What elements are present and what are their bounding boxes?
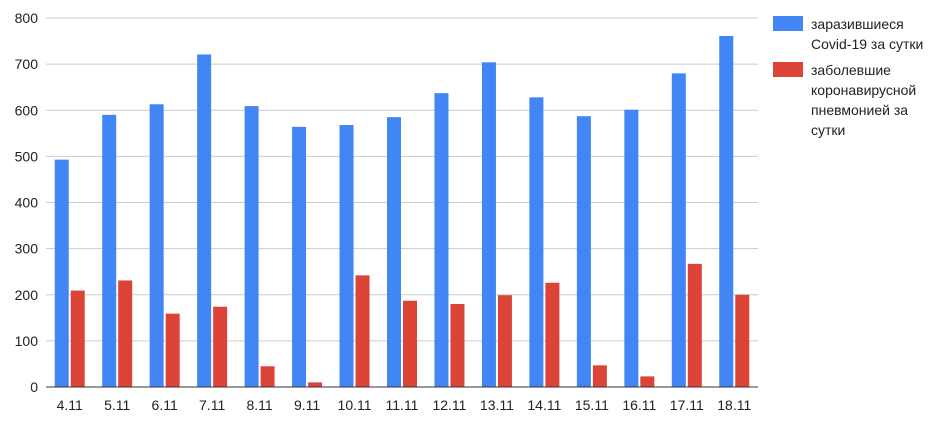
bars — [54, 35, 750, 388]
y-tick-label: 500 — [15, 148, 39, 164]
bar-infected — [481, 62, 496, 387]
x-tick-label: 11.11 — [386, 397, 419, 413]
bar-pneumonia — [687, 263, 702, 387]
bar-pneumonia — [213, 306, 228, 387]
legend-swatch-infected — [773, 16, 803, 31]
x-tick-label: 17.11 — [670, 397, 704, 413]
bar-pneumonia — [735, 294, 750, 387]
x-tick-label: 14.11 — [527, 397, 561, 413]
bar-infected — [149, 104, 164, 387]
y-tick-label: 700 — [15, 56, 39, 72]
bar-infected — [244, 106, 259, 387]
bar-infected — [719, 35, 734, 388]
y-axis-ticks: 0 100 200 300 400 500 600 700 800 — [15, 10, 39, 395]
x-tick-label: 4.11 — [57, 397, 83, 413]
x-tick-label: 10.11 — [338, 397, 372, 413]
bar-infected — [529, 97, 544, 388]
bar-pneumonia — [403, 300, 417, 387]
x-tick-label: 5.11 — [104, 397, 130, 413]
bar-pneumonia — [592, 365, 607, 387]
legend-item-infected: заразившиеся Covid-19 за сутки — [773, 14, 933, 54]
x-tick-label: 8.11 — [246, 397, 272, 413]
legend-item-pneumonia: заболевшие коронавирусной пневмонией за … — [773, 60, 933, 140]
x-tick-label: 6.11 — [152, 397, 178, 413]
bar-infected — [624, 109, 639, 387]
legend-label-pneumonia: заболевшие коронавирусной пневмонией за … — [811, 62, 917, 138]
bar-pneumonia — [308, 382, 323, 387]
y-tick-label: 100 — [15, 333, 39, 349]
y-tick-label: 0 — [30, 379, 38, 395]
bar-infected — [387, 117, 401, 387]
x-axis-ticks: 4.11 5.11 6.11 7.11 8.11 9.11 10.11 11.11 12.11 1… — [57, 397, 752, 413]
x-tick-label: 15.11 — [575, 397, 609, 413]
x-tick-label: 16.11 — [622, 397, 656, 413]
bar-infected — [54, 159, 69, 387]
bar-infected — [102, 114, 117, 388]
bar-pneumonia — [355, 275, 370, 387]
y-tick-label: 600 — [15, 102, 39, 118]
x-tick-label: 7.11 — [199, 397, 225, 413]
bar-infected — [576, 116, 591, 387]
bar-infected — [197, 54, 212, 387]
bar-pneumonia — [260, 366, 275, 387]
bar-infected — [292, 126, 307, 387]
x-tick-label: 18.11 — [717, 397, 751, 413]
bar-pneumonia — [165, 313, 180, 387]
y-tick-label: 300 — [15, 241, 39, 257]
bar-infected — [434, 93, 449, 387]
bar-infected — [339, 125, 354, 387]
bar-pneumonia — [497, 295, 512, 387]
bar-pneumonia — [545, 282, 560, 387]
x-tick-label: 9.11 — [294, 397, 320, 413]
x-tick-label: 12.11 — [432, 397, 466, 413]
y-tick-label: 200 — [15, 287, 39, 303]
legend-swatch-pneumonia — [773, 62, 803, 77]
bar-pneumonia — [70, 290, 85, 387]
y-tick-label: 400 — [15, 195, 39, 211]
bar-pneumonia — [118, 280, 133, 387]
gridlines — [46, 17, 758, 342]
bar-infected — [671, 73, 686, 387]
bar-pneumonia — [450, 303, 465, 387]
y-tick-label: 800 — [15, 10, 39, 26]
bar-pneumonia — [640, 376, 655, 387]
legend: заразившиеся Covid-19 за сутки заболевши… — [773, 14, 933, 146]
x-tick-label: 13.11 — [480, 397, 514, 413]
legend-label-infected: заразившиеся Covid-19 за сутки — [811, 16, 924, 52]
